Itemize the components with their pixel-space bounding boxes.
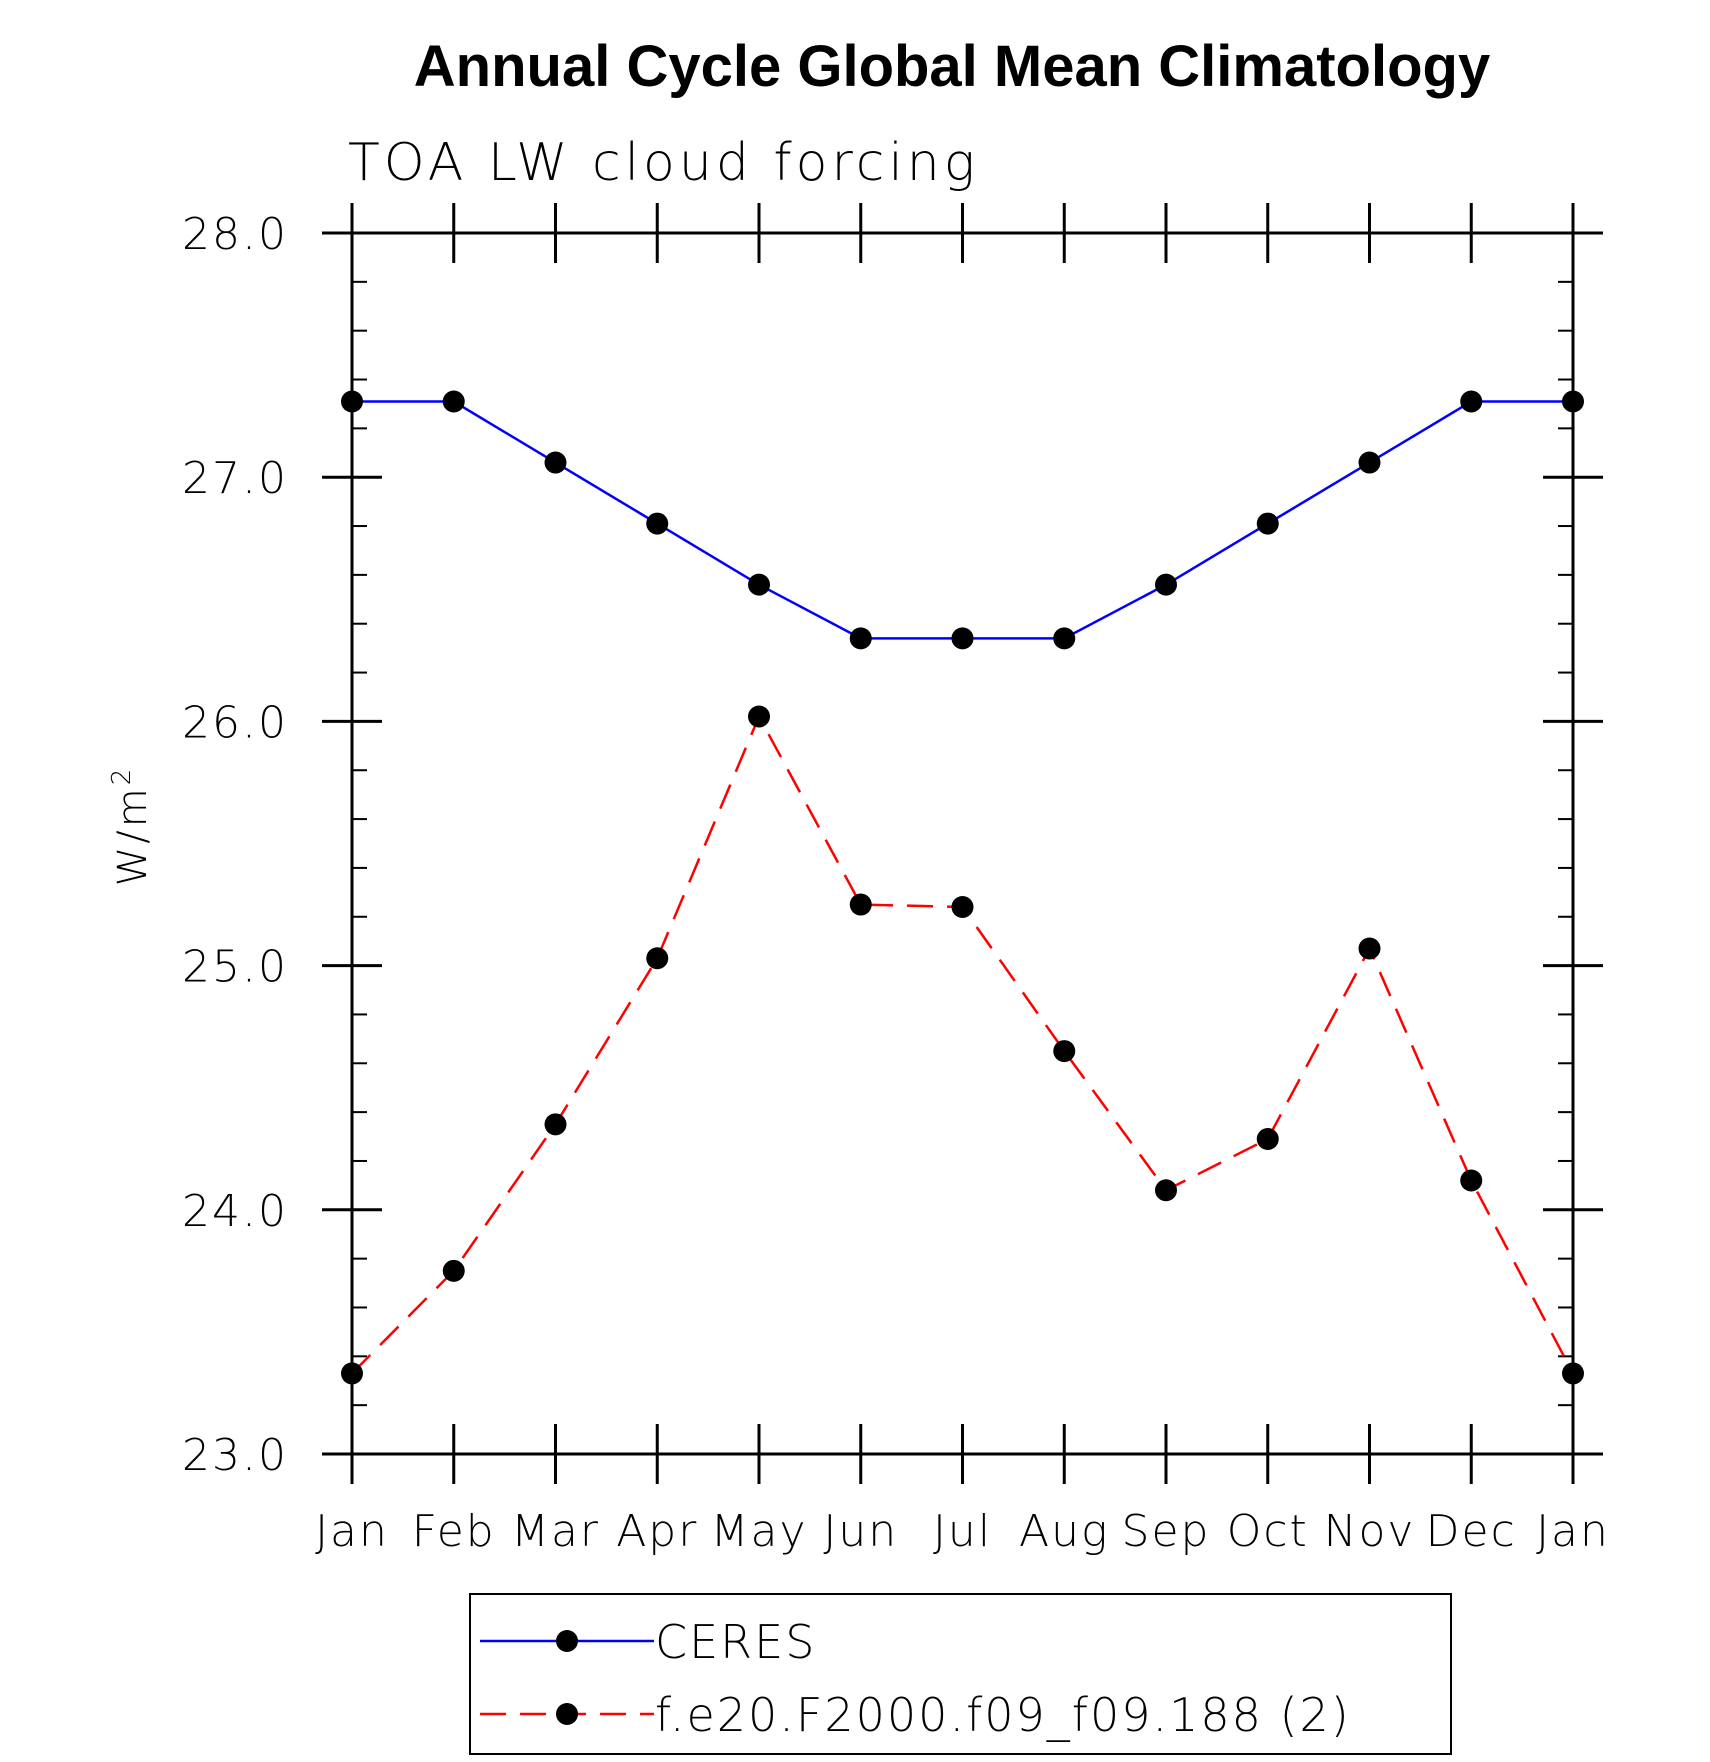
y-tick-label: 25.0 <box>182 942 288 993</box>
x-tick-label: Jan <box>315 1506 389 1557</box>
legend-label-ceres: CERES <box>655 1615 816 1669</box>
series-1-point <box>1155 1179 1177 1202</box>
series-1-point <box>341 1362 363 1385</box>
y-axis-label-text: W/m <box>110 785 156 886</box>
svg-text:W/m2: W/m2 <box>107 766 156 887</box>
series-1-point <box>1358 937 1381 960</box>
x-tick-label: Nov <box>1324 1506 1416 1557</box>
legend-box <box>469 1593 1452 1755</box>
x-tick-label: Mar <box>511 1506 600 1557</box>
legend: CERES f.e20.F2000.f09_f09.188 (2) <box>469 1593 1452 1755</box>
series-1-point <box>442 1259 465 1282</box>
series-0-point <box>1053 627 1076 650</box>
x-tick-labels: Jan Feb Mar Apr May Jun Jul Aug Sep Oct Nov Dec Jan <box>315 1506 1610 1557</box>
legend-marker-ceres <box>556 1630 578 1652</box>
series-0-point <box>442 390 465 413</box>
series-layer <box>341 390 1584 1385</box>
series-0-point <box>341 390 363 413</box>
x-tick-label: Apr <box>616 1506 698 1557</box>
series-0-point <box>646 512 669 535</box>
series-0-point <box>544 451 567 474</box>
y-tick-label: 24.0 <box>182 1186 288 1237</box>
legend-marker-model <box>556 1703 578 1725</box>
series-1-point <box>1053 1040 1076 1063</box>
x-tick-label: Feb <box>412 1506 496 1557</box>
y-tick-label: 27.0 <box>182 453 288 504</box>
series-1-point <box>1460 1169 1483 1192</box>
y-axis-label: W/m2 <box>107 766 156 887</box>
plot-frame <box>350 231 1575 1456</box>
series-1-point <box>849 893 872 916</box>
y-axis-label-superscript: 2 <box>107 766 137 786</box>
x-tick-label: Jan <box>1536 1506 1610 1557</box>
series-1-point <box>544 1113 567 1136</box>
series-1-point <box>1256 1127 1279 1150</box>
series-0-point <box>1256 512 1279 535</box>
legend-label-model: f.e20.F2000.f09_f09.188 (2) <box>655 1688 1351 1742</box>
x-tick-label: Jun <box>823 1506 898 1557</box>
series-1-point <box>748 705 770 728</box>
x-tick-label: Oct <box>1227 1506 1309 1557</box>
series-0-point <box>951 627 974 650</box>
series-line-1 <box>351 713 1575 1375</box>
series-0-point <box>849 627 872 650</box>
y-tick-label: 23.0 <box>182 1430 288 1481</box>
series-0-point <box>1358 451 1381 474</box>
series-line-0 <box>352 400 1573 640</box>
series-0-point <box>1155 573 1177 596</box>
series-0-point <box>748 573 770 596</box>
x-tick-label: Dec <box>1426 1506 1517 1557</box>
x-tick-label: May <box>711 1506 808 1557</box>
chart-subtitle: TOA LW cloud forcing <box>348 133 979 193</box>
series-0-point <box>1460 390 1483 413</box>
y-tick-label: 26.0 <box>182 697 288 748</box>
y-tick-labels: 23.0 24.0 25.0 26.0 27.0 28.0 <box>182 209 288 1481</box>
x-tick-label: Sep <box>1122 1506 1211 1557</box>
series-1-point <box>1562 1362 1584 1385</box>
series-1-point <box>951 895 974 918</box>
series-0-point <box>1562 390 1584 413</box>
chart-title: Annual Cycle Global Mean Climatology <box>414 34 1490 99</box>
y-tick-label: 28.0 <box>182 209 288 260</box>
series-1-point <box>646 947 669 970</box>
x-tick-label: Aug <box>1019 1506 1109 1557</box>
axis-ticks <box>322 203 1603 1484</box>
x-tick-label: Jul <box>933 1506 992 1557</box>
